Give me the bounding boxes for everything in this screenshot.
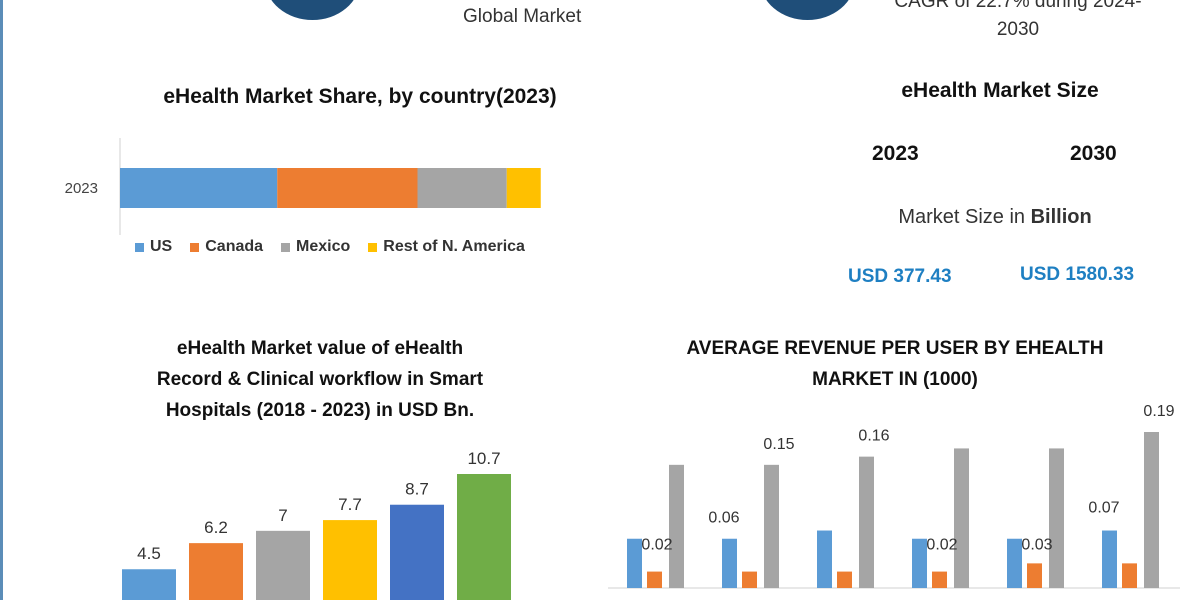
market-value-2023: USD 377.43 bbox=[848, 266, 952, 287]
arpu-chart: 0.02 0.06 0.15 0.16 0.02 0.03 0.07 0.19 bbox=[608, 403, 1180, 589]
legend-label-mexico: Mexico bbox=[296, 238, 351, 255]
legend-swatch-us bbox=[135, 242, 144, 252]
record-bar-label-2021: 7.7 bbox=[338, 495, 362, 514]
legend-label-us: US bbox=[150, 238, 173, 255]
legend-label-rest: Rest of N. America bbox=[383, 238, 525, 255]
record-bar-label-2023: 10.7 bbox=[467, 449, 500, 468]
record-bar-2022 bbox=[390, 504, 444, 600]
share-bar-mexico bbox=[417, 168, 507, 208]
arpu-bar-blue-2 bbox=[722, 538, 737, 588]
market-size-unit-text: Market Size in bbox=[898, 206, 1031, 228]
year-2030: 2030 bbox=[1070, 142, 1117, 165]
arpu-bar-gray-6 bbox=[1144, 432, 1159, 588]
year-2023: 2023 bbox=[872, 142, 919, 165]
legend-swatch-canada bbox=[190, 242, 200, 252]
arpu-data-label-4: 0.16 bbox=[858, 428, 889, 445]
page-border bbox=[0, 0, 3, 600]
arpu-bar-orange-3 bbox=[837, 571, 852, 588]
arpu-bar-orange-6 bbox=[1122, 563, 1137, 588]
arpu-bar-blue-4 bbox=[912, 538, 927, 588]
legend-item-canada: Canada bbox=[190, 238, 263, 256]
share-category-label: 2023 bbox=[65, 180, 98, 197]
arpu-data-label-5: 0.02 bbox=[926, 537, 957, 554]
record-bar-2021 bbox=[323, 520, 377, 600]
legend-swatch-mexico bbox=[281, 242, 291, 252]
cagr-text: CAGR of 22.7% during 2024- 2030 bbox=[868, 0, 1168, 44]
market-size-unit: Market Size in Billion bbox=[850, 206, 1140, 229]
arpu-title-line-1: AVERAGE REVENUE PER USER BY EHEALTH bbox=[686, 338, 1104, 359]
record-bar-2023 bbox=[457, 474, 511, 600]
record-bar-2018 bbox=[122, 569, 176, 600]
record-bar-label-2018: 4.5 bbox=[137, 544, 161, 563]
arpu-bar-blue-3 bbox=[817, 530, 832, 588]
share-bars bbox=[120, 168, 541, 208]
globe-icon bbox=[265, 0, 360, 20]
arpu-data-label-1: 0.02 bbox=[641, 537, 672, 554]
arpu-bar-orange-4 bbox=[932, 571, 947, 588]
arpu-bar-orange-1 bbox=[647, 571, 662, 588]
legend-label-canada: Canada bbox=[205, 238, 264, 255]
arpu-bar-gray-3 bbox=[859, 456, 874, 588]
record-bar-2020 bbox=[256, 530, 310, 600]
share-chart: 2023 bbox=[65, 138, 541, 235]
arpu-bar-orange-5 bbox=[1027, 563, 1042, 588]
record-chart: 4.5 6.2 7 7.7 8.7 10.7 bbox=[122, 449, 511, 600]
arpu-bar-blue-6 bbox=[1102, 530, 1117, 588]
arpu-bar-blue-5 bbox=[1007, 538, 1022, 588]
legend-item-us: US bbox=[135, 238, 172, 256]
record-title-line-2: Record & Clinical workflow in Smart bbox=[156, 369, 484, 390]
legend-item-mexico: Mexico bbox=[281, 238, 350, 256]
legend-item-rest: Rest of N. America bbox=[368, 238, 525, 256]
share-bar-canada bbox=[277, 168, 418, 208]
arpu-bar-orange-2 bbox=[742, 571, 757, 588]
arpu-chart-title: AVERAGE REVENUE PER USER BY EHEALTH MARK… bbox=[600, 333, 1190, 395]
record-chart-title: eHealth Market value of eHealth Record &… bbox=[80, 333, 560, 426]
arpu-data-label-7: 0.07 bbox=[1088, 500, 1119, 517]
global-market-text: Global Market bbox=[463, 6, 582, 27]
record-bar-2019 bbox=[189, 543, 243, 600]
arpu-data-label-2: 0.06 bbox=[708, 510, 739, 527]
record-title-line-1: eHealth Market value of eHealth bbox=[176, 338, 464, 359]
cagr-line-1: CAGR of 22.7% during 2024- bbox=[894, 0, 1142, 12]
market-value-2030: USD 1580.33 bbox=[1020, 264, 1135, 285]
share-chart-title: eHealth Market Share, by country(2023) bbox=[163, 85, 557, 108]
market-size-title: eHealth Market Size bbox=[901, 79, 1099, 102]
record-bar-label-2020: 7 bbox=[278, 506, 287, 525]
share-bar-us bbox=[120, 168, 278, 208]
arpu-data-label-3: 0.15 bbox=[763, 436, 794, 453]
arpu-bar-gray-5 bbox=[1049, 448, 1064, 588]
record-bar-label-2022: 8.7 bbox=[405, 480, 429, 499]
arpu-bar-blue-1 bbox=[627, 538, 642, 588]
share-legend: US Canada Mexico Rest of N. America bbox=[135, 238, 543, 256]
market-size-unit-bold: Billion bbox=[1030, 206, 1092, 228]
growth-icon bbox=[760, 0, 855, 20]
legend-swatch-rest bbox=[368, 242, 378, 252]
record-title-line-3: Hospitals (2018 - 2023) in USD Bn. bbox=[165, 400, 475, 421]
arpu-data-label-8: 0.19 bbox=[1143, 403, 1174, 420]
arpu-bar-gray-1 bbox=[669, 464, 684, 588]
arpu-bar-gray-2 bbox=[764, 464, 779, 588]
arpu-bar-gray-4 bbox=[954, 448, 969, 588]
arpu-data-label-6: 0.03 bbox=[1021, 536, 1052, 553]
cagr-line-2: 2030 bbox=[996, 19, 1040, 40]
record-bar-label-2019: 6.2 bbox=[204, 518, 228, 537]
arpu-title-line-2: MARKET IN (1000) bbox=[812, 369, 978, 390]
share-bar-rest-of-n-america bbox=[506, 168, 541, 208]
